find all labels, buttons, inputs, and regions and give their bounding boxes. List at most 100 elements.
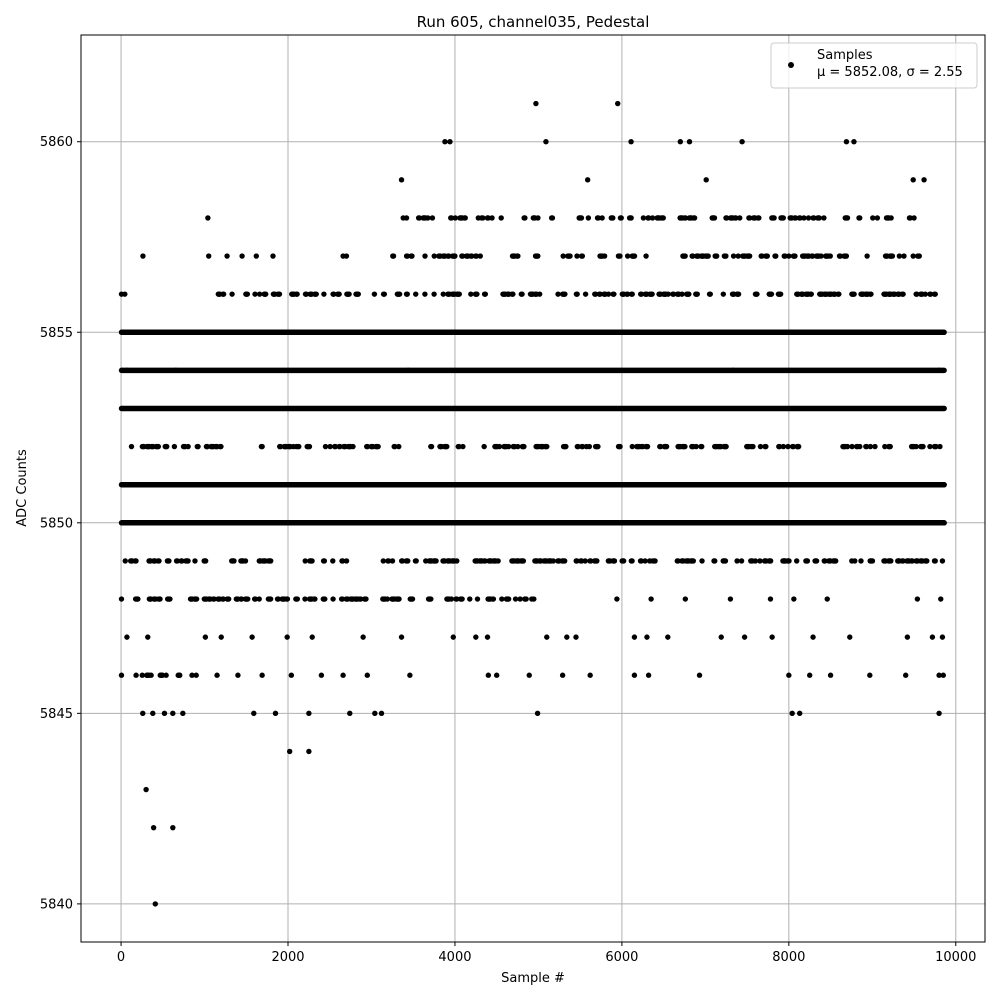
sample-point <box>793 558 800 564</box>
sample-point <box>837 253 843 259</box>
sample-point <box>482 291 489 297</box>
sample-point <box>259 443 265 450</box>
sample-point <box>924 558 930 564</box>
sample-point <box>372 710 378 717</box>
sample-point <box>489 215 495 221</box>
sample-point <box>677 139 684 145</box>
sample-point <box>179 558 185 564</box>
sample-point <box>550 558 556 564</box>
sample-point <box>730 367 736 374</box>
sample-point <box>682 443 688 450</box>
sample-point <box>563 443 569 450</box>
sample-point <box>896 558 902 564</box>
sample-point <box>938 596 944 602</box>
sample-point <box>620 558 627 564</box>
y-axis-ticks: 5840 5845 5850 5855 5860 <box>40 135 81 912</box>
sample-point <box>738 558 745 564</box>
sample-point <box>582 558 588 564</box>
sample-point <box>468 291 474 297</box>
sample-point <box>124 367 130 374</box>
sample-point <box>631 672 638 678</box>
sample-point <box>916 253 922 259</box>
sample-point <box>792 215 799 221</box>
sample-point <box>852 558 858 564</box>
sample-point <box>936 367 942 374</box>
sample-point <box>185 558 191 564</box>
sample-point <box>727 596 734 602</box>
sample-point <box>235 672 241 678</box>
sample-point <box>690 558 697 564</box>
sample-point <box>810 634 816 640</box>
sample-point <box>821 215 827 221</box>
sample-point <box>244 291 251 297</box>
sample-point <box>682 215 689 221</box>
sample-point <box>191 596 198 602</box>
sample-point <box>936 672 942 678</box>
sample-point <box>587 672 593 678</box>
sample-point <box>764 253 771 259</box>
sample-point <box>176 672 183 678</box>
sample-point <box>777 291 784 297</box>
sample-point <box>346 291 352 297</box>
sample-point <box>371 291 378 297</box>
sample-point <box>381 291 388 297</box>
sample-point <box>567 253 573 259</box>
sample-point <box>357 596 364 602</box>
sample-point <box>347 443 354 450</box>
sample-point <box>759 253 765 259</box>
sample-point <box>425 215 431 221</box>
sample-point <box>827 253 833 259</box>
sample-point <box>785 443 791 450</box>
sample-point <box>493 672 500 678</box>
sample-point <box>927 443 933 450</box>
sample-point <box>941 405 947 412</box>
sample-point <box>896 253 903 259</box>
sample-point <box>499 596 505 602</box>
sample-point <box>405 558 411 564</box>
sample-point <box>796 710 803 717</box>
sample-point <box>535 215 541 221</box>
sample-point <box>715 443 721 450</box>
sample-point <box>447 139 453 145</box>
sample-point <box>824 596 830 602</box>
sample-point <box>515 443 521 450</box>
sample-point <box>143 786 149 793</box>
sample-point <box>686 291 692 297</box>
sample-point <box>155 443 162 450</box>
sample-point <box>832 558 839 564</box>
sample-point <box>734 558 740 564</box>
sample-point <box>605 291 612 297</box>
sample-point <box>302 558 308 564</box>
sample-point <box>360 634 366 640</box>
sample-point <box>529 596 535 602</box>
sample-point <box>767 558 774 564</box>
sample-point <box>712 558 718 564</box>
sample-point <box>259 672 265 678</box>
sample-point <box>801 215 807 221</box>
sample-point <box>355 291 361 297</box>
sample-point <box>750 443 756 450</box>
sample-point <box>403 215 410 221</box>
sample-point <box>520 558 527 564</box>
sample-point <box>450 634 456 640</box>
x-axis-ticks: 0 2000 4000 6000 8000 10000 <box>117 942 976 965</box>
sample-point <box>584 177 591 183</box>
sample-point <box>638 291 645 297</box>
x-tick-label: 10000 <box>935 950 976 965</box>
sample-point <box>914 596 921 602</box>
sample-point <box>644 634 650 640</box>
sample-point <box>870 215 876 221</box>
sample-point <box>939 558 946 564</box>
sample-point <box>724 215 730 221</box>
sample-point <box>638 558 644 564</box>
sample-point <box>122 291 128 297</box>
y-tick-label: 5840 <box>40 897 73 912</box>
plot-area-frame <box>80 34 986 943</box>
sample-point <box>722 558 729 564</box>
sample-point <box>858 558 864 564</box>
sample-point <box>163 672 169 678</box>
sample-point <box>869 558 876 564</box>
sample-point <box>544 443 550 450</box>
sample-point <box>575 443 581 450</box>
sample-point <box>900 558 906 564</box>
